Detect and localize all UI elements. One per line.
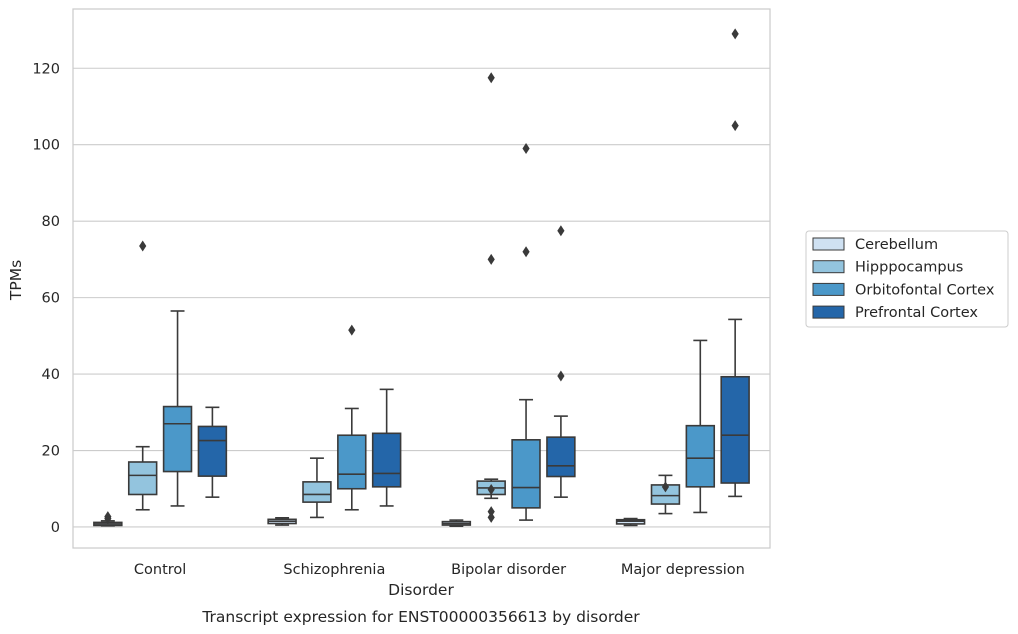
legend-label: Prefrontal Cortex <box>855 305 978 321</box>
legend: Cerebellum Hipppocampus Orbitofontal Corte… <box>805 230 1009 328</box>
box-prefrontal-cortex <box>720 318 750 498</box>
chart-caption: Transcript expression for ENST0000035661… <box>201 608 640 626</box>
y-tick-labels: 0 20 40 60 80 100 120 <box>32 61 60 536</box>
legend-label: Orbitofontal Cortex <box>855 282 995 298</box>
box-body <box>720 375 750 484</box>
x-axis-label: Disorder <box>388 581 454 599</box>
legend-swatch <box>812 282 845 296</box>
outlier-point <box>487 506 495 518</box>
outlier-point <box>557 370 565 382</box>
outlier-point <box>731 28 739 40</box>
legend-label: Cerebellum <box>855 237 938 253</box>
box-orbitofontal-cortex <box>685 339 716 514</box>
box-orbitofontal-cortex <box>511 398 541 521</box>
box-cerebellum <box>441 519 472 528</box>
y-tick-label: 40 <box>42 367 60 383</box>
legend-swatch <box>812 237 845 251</box>
outlier-point <box>487 253 495 265</box>
box-prefrontal-cortex <box>197 406 228 498</box>
y-tick-label: 60 <box>42 291 60 307</box>
outlier-point <box>522 246 530 258</box>
outlier-point <box>348 324 356 336</box>
y-tick-label: 100 <box>32 138 60 154</box>
plot-frame <box>72 8 771 549</box>
boxes <box>93 310 750 528</box>
box-body <box>162 405 193 473</box>
x-tick-label: Bipolar disorder <box>451 562 566 578</box>
legend-frame <box>805 230 1009 328</box>
outliers <box>104 28 739 525</box>
outlier-point <box>661 481 670 493</box>
box-prefrontal-cortex <box>546 415 576 498</box>
box-body <box>302 481 332 503</box>
box-hipppocampus <box>650 474 681 515</box>
box-prefrontal-cortex <box>371 388 402 507</box>
outlier-point <box>522 143 530 155</box>
box-orbitofontal-cortex <box>337 407 367 511</box>
y-tick-label: 80 <box>42 214 60 230</box>
y-tick-label: 20 <box>42 444 60 460</box>
y-axis-label: TPMs <box>7 260 25 301</box>
box-body <box>511 439 541 509</box>
box-cerebellum <box>615 517 646 527</box>
box-body <box>546 436 576 478</box>
x-tick-label: Control <box>134 562 186 578</box>
box-hipppocampus <box>302 457 332 519</box>
outlier-point <box>487 72 495 84</box>
outlier-point <box>731 120 739 132</box>
x-tick-label: Schizophrenia <box>283 562 385 578</box>
x-tick-label: Major depression <box>621 562 745 578</box>
outlier-point <box>487 511 495 523</box>
box-hipppocampus <box>127 445 158 511</box>
legend-swatch <box>812 260 845 274</box>
legend-label: Hipppocampus <box>855 260 963 276</box>
box-body <box>337 434 367 490</box>
box-orbitofontal-cortex <box>162 310 193 507</box>
box-body <box>371 432 402 488</box>
x-tick-labels: Control Schizophrenia Bipolar disorder Majo… <box>134 562 745 578</box>
outlier-point <box>104 511 112 523</box>
outlier-point <box>139 240 147 252</box>
box-body <box>685 424 716 488</box>
y-tick-label: 120 <box>32 61 60 77</box>
outlier-point <box>557 225 565 237</box>
y-tick-label: 0 <box>51 520 60 536</box>
box-body <box>127 461 158 496</box>
legend-swatch <box>812 305 845 319</box>
box-cerebellum <box>267 517 297 526</box>
box-body <box>197 425 228 477</box>
outlier-point <box>487 484 495 496</box>
